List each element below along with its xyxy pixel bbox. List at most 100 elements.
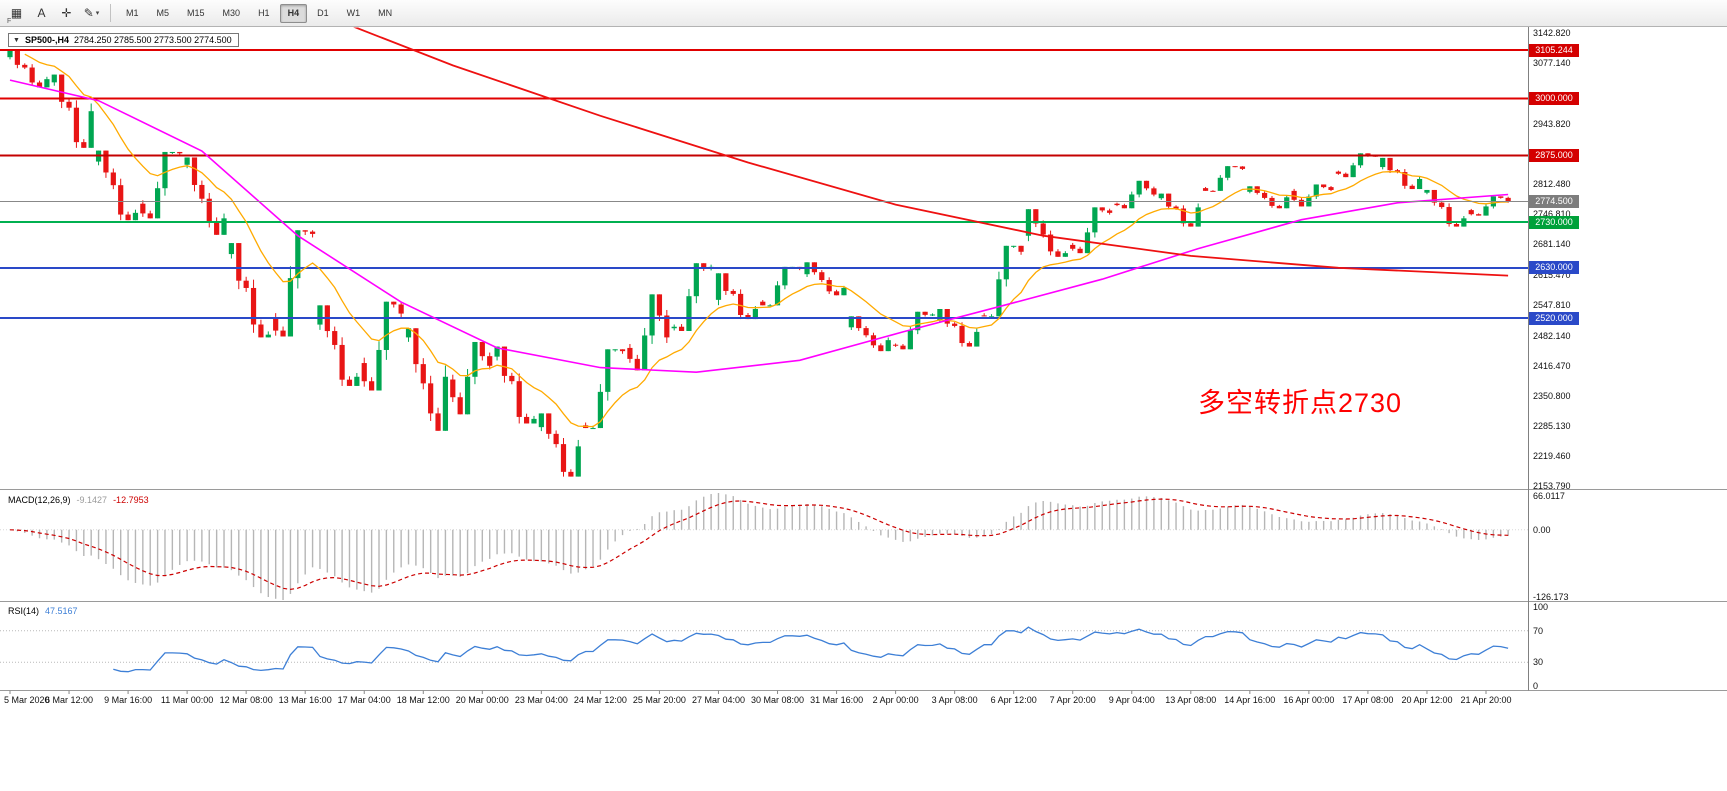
chevron-down-icon[interactable]: ▼ [13,36,20,44]
candle-body [863,328,869,336]
candle-body [1217,177,1223,191]
candle-body [1232,166,1238,168]
candlesticks [7,49,1511,477]
candle-body [1343,173,1349,178]
candle-body [236,243,242,281]
candle-body [1033,209,1039,224]
candle-body [110,172,116,186]
rsi-indicator-label: RSI(14) 47.5167 [8,606,78,616]
candle-body [538,413,544,428]
ma-slow-line [353,27,1509,277]
timeframe-M15[interactable]: M15 [187,8,205,18]
charts-grid-icon[interactable]: ▦ F [5,3,28,25]
candle-body [723,273,729,291]
candle-body [501,346,508,376]
candle-body [258,324,264,338]
timeframe-D1[interactable]: D1 [317,8,329,18]
candle-body [524,416,530,424]
candle-body [457,397,463,415]
candle-body [1380,157,1386,168]
candle-body [339,344,345,380]
ma-fast-line [24,53,1509,428]
candle-body [981,315,987,317]
candle-body [1335,171,1341,174]
candle-body [487,356,493,366]
candle-body [206,198,212,222]
candle-body [162,151,168,189]
candle-body [1284,197,1290,209]
candle-body [420,364,426,384]
candle-body [952,323,958,326]
timeframe-M30[interactable]: M30 [222,8,241,18]
candle-body [36,82,43,88]
candle-body [14,49,20,65]
crosshair-icon: ✛ [61,6,72,20]
candle-body [738,293,744,315]
candle-body [1239,166,1246,169]
candle-body [531,418,537,424]
chart-info-bar[interactable]: ▼ SP500-,H4 2784.250 2785.500 2773.500 2… [8,33,239,47]
draw-tools-icon[interactable]: ✎ ▾ [80,3,103,24]
candle-body [1107,210,1113,213]
candle-body [1276,205,1282,209]
candle-body [479,341,485,357]
candle-body [472,341,478,377]
candle-body [590,428,596,430]
candle-body [273,318,279,331]
candle-body [66,101,72,108]
candle-body [546,413,552,434]
candle-body [1099,207,1105,211]
candle-body [243,280,249,288]
macd-name: MACD(12,26,9) [8,495,71,505]
candle-body [428,383,434,414]
candle-body [1453,224,1460,227]
icon-badge: F [7,17,12,25]
candle-body [988,316,995,318]
candle-body [900,345,906,350]
candle-body [1394,170,1401,173]
candle-body [1210,190,1216,192]
candle-body [1446,207,1452,225]
charts-grid-icon: ▦ [10,6,23,20]
toolbar-separator [110,4,111,22]
candle-body [81,142,87,148]
candle-body [1092,207,1098,233]
candle-body [464,376,471,415]
candle-body [1291,190,1297,200]
chart-annotation: 多空转折点2730 [1198,388,1403,418]
macd-main-value: -9.1427 [76,495,108,505]
candle-body [1180,208,1187,224]
candle-body [686,296,692,331]
candle-body [560,444,567,472]
candle-body [996,279,1002,317]
candle-body [605,349,611,392]
candle-body [752,309,758,320]
toolbar: ▦ F A ✛ ✎ ▾ M1 M5 M15 M30 H1 H4 D1 W1 MN [0,0,1727,27]
candle-body [435,413,441,431]
cursor-tool[interactable]: A [30,3,53,24]
candle-body [1077,248,1083,254]
candle-body [1313,184,1319,197]
macd-histogram [16,493,1509,600]
timeframe-W1[interactable]: W1 [346,8,361,18]
toolbar-icons: ▦ F A ✛ ✎ ▾ [4,3,104,25]
candle-body [701,263,707,269]
timeframe-MN[interactable]: MN [378,8,393,18]
timeframe-H1[interactable]: H1 [258,8,270,18]
crosshair-icon[interactable]: ✛ [55,3,78,24]
candle-body [664,315,670,338]
timeframe-M5[interactable]: M5 [156,8,170,18]
rsi-line [113,626,1509,673]
candle-body [398,304,404,314]
candle-body [73,107,80,143]
timeframe-H4[interactable]: H4 [279,3,308,23]
candle-body [287,278,294,337]
candle-body [1018,245,1024,252]
candle-body [959,325,965,344]
candle-body [29,67,35,83]
candle-body [191,157,198,185]
candle-body [1084,232,1091,254]
ma-mid-line [9,79,1509,374]
candle-body [228,243,234,255]
timeframe-M1[interactable]: M1 [126,8,139,18]
